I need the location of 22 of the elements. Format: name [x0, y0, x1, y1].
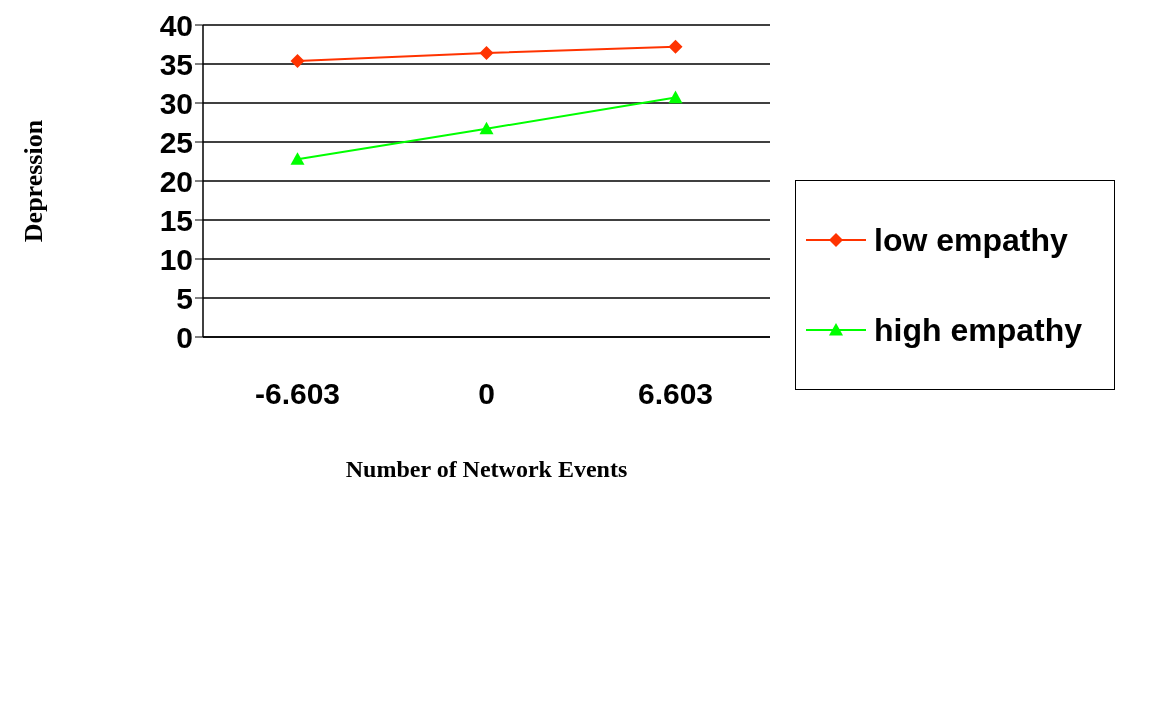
- y-axis-title: Depression: [19, 119, 49, 243]
- point: [668, 90, 683, 104]
- point: [668, 39, 683, 54]
- legend-label: high empathy: [874, 311, 1083, 349]
- legend-label: low empathy: [874, 221, 1068, 259]
- x-tick-label: -6.603: [254, 377, 341, 411]
- y-tick-label: 40: [159, 8, 193, 42]
- point: [479, 46, 494, 61]
- y-tick-label: 0: [176, 320, 193, 354]
- y-tick-label: 5: [176, 281, 193, 315]
- y-tick-label: 10: [159, 242, 193, 276]
- y-tick-label: 20: [159, 164, 193, 198]
- point: [290, 53, 305, 68]
- x-tick-label: 6.603: [637, 377, 714, 411]
- x-tick-label: 0: [478, 377, 495, 411]
- point: [290, 152, 305, 165]
- y-tick-label: 15: [159, 203, 193, 237]
- x-axis-title: Number of Network Events: [345, 456, 628, 482]
- point: [479, 121, 494, 135]
- y-tick-label: 25: [159, 125, 193, 159]
- y-tick-label: 35: [159, 47, 193, 81]
- y-tick-label: 30: [159, 86, 193, 120]
